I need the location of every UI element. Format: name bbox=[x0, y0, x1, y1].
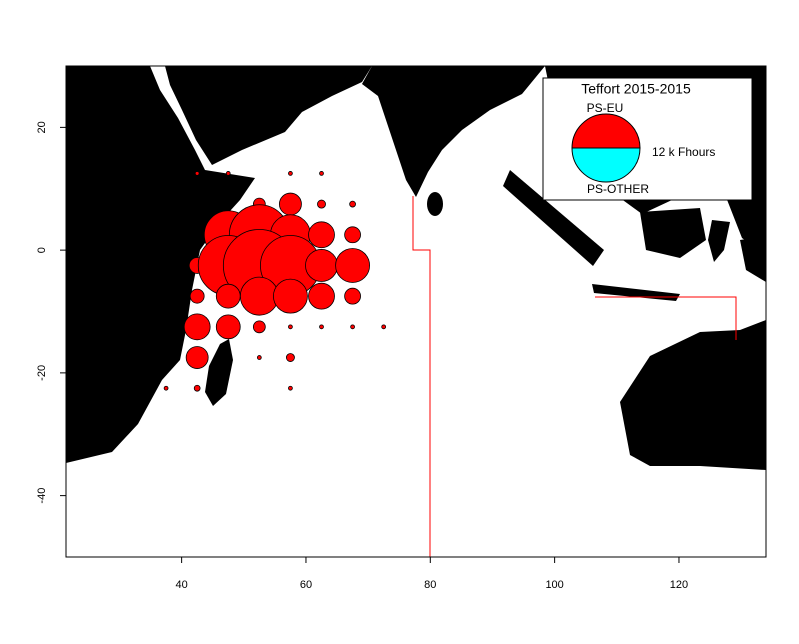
bubble bbox=[288, 324, 293, 330]
new-guinea bbox=[740, 236, 766, 282]
bubble bbox=[319, 171, 324, 176]
bubble bbox=[288, 385, 293, 391]
bubble bbox=[317, 199, 326, 209]
plot-frame bbox=[65, 65, 767, 558]
legend-title: Teffort 2015-2015 bbox=[581, 81, 691, 97]
bubble bbox=[189, 288, 205, 304]
sulawesi bbox=[708, 220, 730, 262]
madagascar bbox=[205, 339, 233, 406]
bubble bbox=[381, 324, 387, 330]
bubble bbox=[285, 353, 295, 362]
bubble bbox=[194, 171, 200, 176]
arabia bbox=[165, 66, 372, 165]
bubble bbox=[215, 283, 241, 309]
bubble bbox=[183, 313, 211, 341]
sri-lanka bbox=[427, 192, 443, 216]
y-tick-label: 0 bbox=[36, 247, 48, 253]
bubble bbox=[349, 200, 356, 208]
y-tick-label: -20 bbox=[36, 365, 48, 381]
eez-boundaries bbox=[412, 196, 737, 557]
bubble bbox=[225, 171, 231, 176]
bubbles bbox=[163, 171, 387, 392]
bubble bbox=[193, 384, 201, 392]
bubble bbox=[163, 385, 169, 391]
legend-half bbox=[571, 113, 641, 149]
legend-size-label: 12 k Fhours bbox=[652, 145, 715, 159]
bubble bbox=[319, 324, 324, 330]
y-tick-label: 20 bbox=[36, 121, 48, 133]
bubble bbox=[252, 320, 266, 334]
boundary-line bbox=[595, 296, 737, 340]
bubble bbox=[185, 346, 209, 369]
bubble bbox=[335, 248, 370, 283]
legend-entry: PS-EU bbox=[587, 101, 624, 115]
bubble bbox=[308, 221, 335, 249]
boundary-line bbox=[412, 196, 431, 557]
australia bbox=[620, 320, 766, 470]
bubble bbox=[288, 171, 293, 176]
bubble bbox=[308, 282, 335, 310]
bubble bbox=[350, 324, 355, 330]
bubble bbox=[273, 278, 308, 314]
x-tick-label: 40 bbox=[176, 579, 188, 591]
africa bbox=[66, 66, 255, 463]
bubble bbox=[279, 192, 302, 216]
bubble bbox=[215, 314, 241, 340]
x-tick-label: 100 bbox=[545, 579, 563, 591]
bubble bbox=[239, 276, 279, 316]
legend-circle bbox=[571, 113, 641, 183]
bubble bbox=[344, 287, 361, 305]
axes: 40 60 80 100 120 -40 -20 0 20 bbox=[36, 121, 688, 591]
legend-entry: PS-OTHER bbox=[587, 182, 649, 196]
bubble bbox=[305, 249, 338, 282]
legend-half bbox=[571, 147, 641, 183]
bubble bbox=[256, 355, 262, 360]
y-tick-label: -40 bbox=[36, 488, 48, 504]
legend: Teffort 2015-2015 PS-EU PS-OTHER 12 k Fh… bbox=[542, 77, 753, 201]
india bbox=[362, 66, 545, 197]
borneo bbox=[640, 208, 706, 258]
x-tick-label: 80 bbox=[424, 579, 436, 591]
bubble bbox=[344, 226, 361, 244]
sumatra bbox=[503, 170, 604, 266]
x-tick-label: 120 bbox=[670, 579, 688, 591]
x-tick-label: 60 bbox=[300, 579, 312, 591]
